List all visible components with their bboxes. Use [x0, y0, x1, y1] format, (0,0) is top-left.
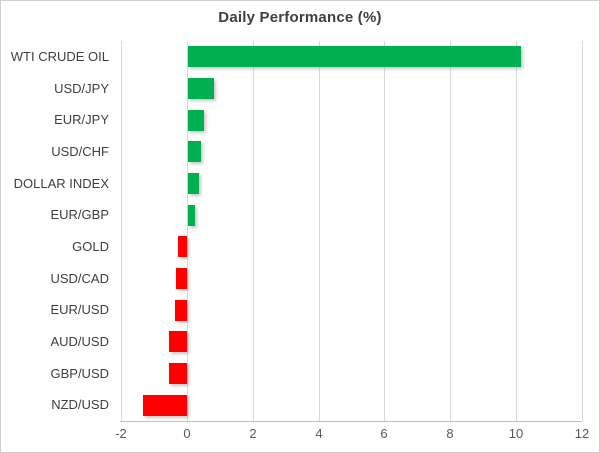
- bar-usd-cad: [176, 268, 187, 289]
- bar-dollar-index: [188, 173, 199, 194]
- category-label-eur-gbp: EUR/GBP: [50, 207, 109, 222]
- category-label-usd-cad: USD/CAD: [50, 271, 109, 286]
- x-tick-label--2: -2: [115, 426, 127, 441]
- category-label-usd-jpy: USD/JPY: [54, 81, 109, 96]
- gridline-x-10: [516, 41, 517, 421]
- category-label-gbp-usd: GBP/USD: [50, 366, 109, 381]
- bar-nzd-usd: [143, 395, 187, 416]
- bar-eur-usd: [175, 300, 187, 321]
- x-tick-label-2: 2: [249, 426, 257, 441]
- category-label-wti-crude-oil: WTI CRUDE OIL: [10, 49, 109, 64]
- gridline-x-8: [450, 41, 451, 421]
- bar-gbp-usd: [169, 363, 187, 384]
- gridline-x-2: [253, 41, 254, 421]
- gridline-x-0: [187, 41, 188, 421]
- x-tick-label-4: 4: [315, 426, 323, 441]
- x-tick-label-8: 8: [446, 426, 454, 441]
- gridline-x--2: [121, 41, 122, 421]
- category-label-eur-usd: EUR/USD: [50, 302, 109, 317]
- category-label-aud-usd: AUD/USD: [50, 334, 109, 349]
- category-label-dollar-index: DOLLAR INDEX: [13, 176, 109, 191]
- x-tick-label-10: 10: [508, 426, 524, 441]
- bar-usd-jpy: [188, 78, 214, 99]
- bar-eur-jpy: [188, 110, 204, 131]
- gridline-x-6: [384, 41, 385, 421]
- x-tick-label-12: 12: [574, 426, 590, 441]
- category-label-usd-chf: USD/CHF: [51, 144, 109, 159]
- x-axis-line: [120, 421, 582, 422]
- bar-eur-gbp: [188, 205, 195, 226]
- category-label-nzd-usd: NZD/USD: [51, 397, 109, 412]
- gridline-x-12: [582, 41, 583, 421]
- bar-gold: [178, 236, 187, 257]
- chart-title: Daily Performance (%): [218, 9, 382, 26]
- bar-usd-chf: [188, 141, 201, 162]
- category-label-eur-jpy: EUR/JPY: [54, 112, 109, 127]
- category-label-gold: GOLD: [72, 239, 109, 254]
- x-tick-label-0: 0: [183, 426, 191, 441]
- gridline-x-4: [319, 41, 320, 421]
- bar-aud-usd: [169, 331, 187, 352]
- bar-wti-crude-oil: [188, 46, 521, 67]
- x-tick-label-6: 6: [380, 426, 388, 441]
- plot-area: [121, 41, 583, 421]
